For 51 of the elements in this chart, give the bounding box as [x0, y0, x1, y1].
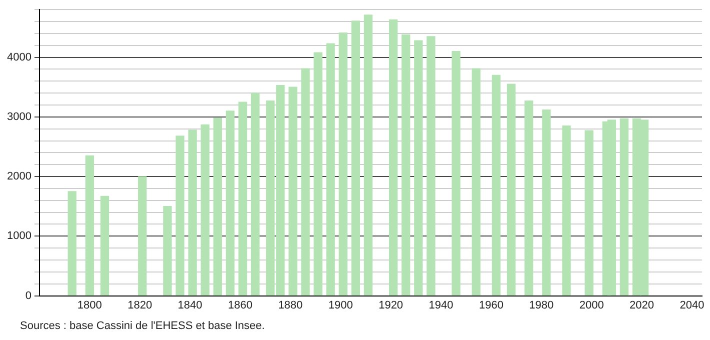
bar: [620, 118, 629, 296]
x-tick-label: 2000: [579, 299, 604, 312]
bar: [452, 51, 460, 296]
bar: [188, 130, 197, 296]
bar: [414, 40, 423, 296]
x-tick-label: 1880: [278, 299, 303, 312]
bar: [364, 14, 373, 296]
bar: [176, 136, 184, 296]
bar: [492, 74, 501, 296]
bar: [138, 176, 147, 296]
x-tick-label: 1940: [428, 299, 454, 312]
bar: [402, 34, 410, 296]
bar: [351, 20, 360, 296]
x-tick-label: 1960: [478, 299, 504, 312]
x-tick-label: 2020: [630, 299, 654, 312]
bar: [301, 68, 310, 296]
y-tick-label: 4000: [6, 51, 32, 64]
bar: [100, 196, 110, 296]
y-tick-label: 3000: [6, 110, 32, 123]
x-tick-label: 1920: [378, 299, 404, 312]
bar: [85, 155, 94, 296]
bar: [524, 100, 534, 296]
bar: [338, 32, 348, 296]
bar: [426, 36, 436, 296]
bar: [562, 126, 571, 296]
bar: [226, 110, 235, 296]
bar: [163, 206, 172, 296]
x-tick-label: 1840: [178, 299, 202, 312]
bar: [472, 68, 480, 296]
bar: [200, 124, 210, 296]
x-tick-label: 1980: [529, 299, 554, 312]
bar: [388, 19, 398, 296]
y-tick-label: 0: [25, 290, 32, 302]
bar: [238, 102, 248, 296]
bar: [68, 191, 76, 296]
y-tick-label: 2000: [6, 170, 32, 183]
x-tick-label: 1900: [328, 299, 353, 312]
bar: [326, 43, 335, 296]
bar: [250, 92, 260, 296]
source-note: Sources : base Cassini de l'EHESS et base Insee.: [20, 320, 265, 332]
bar: [314, 52, 322, 296]
bar: [506, 84, 516, 296]
x-tick-label: 1820: [128, 299, 152, 312]
y-tick-label: 1000: [6, 230, 32, 242]
x-tick-label: 1860: [228, 299, 252, 312]
x-tick-label: 2040: [680, 299, 704, 312]
bar: [584, 130, 594, 296]
bar: [542, 109, 551, 296]
bar: [288, 86, 298, 296]
x-tick-label: 1800: [77, 299, 102, 312]
bar: [213, 118, 222, 296]
